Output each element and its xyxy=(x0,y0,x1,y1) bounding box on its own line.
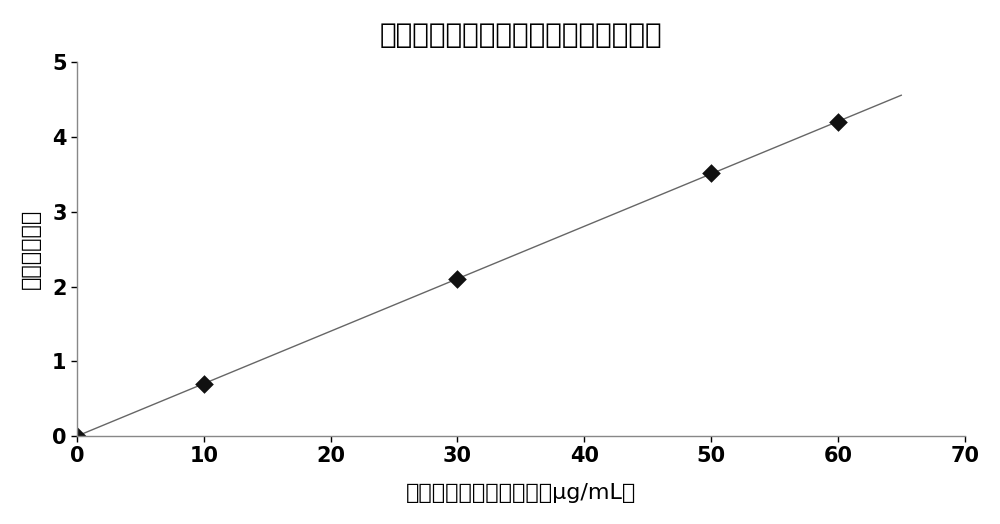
X-axis label: 标准曲线中铌元素浓度（μg/mL）: 标准曲线中铌元素浓度（μg/mL） xyxy=(406,483,636,503)
Title: 钛铌合金中铌元素含量测定的标准曲线: 钛铌合金中铌元素含量测定的标准曲线 xyxy=(380,21,662,49)
Point xyxy=(196,379,212,388)
Y-axis label: 相对发射强度: 相对发射强度 xyxy=(21,209,41,289)
Point xyxy=(830,118,846,126)
Point xyxy=(703,169,719,177)
Point xyxy=(69,432,85,440)
Point xyxy=(449,275,465,283)
